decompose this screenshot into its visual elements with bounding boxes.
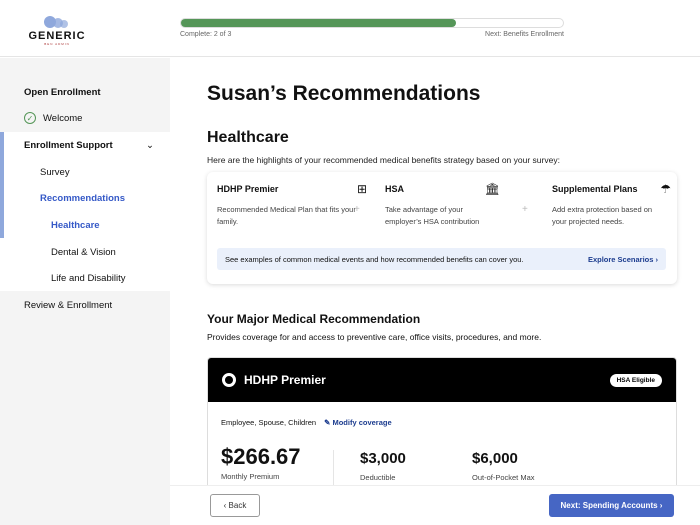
coverage-row: Employee, Spouse, Children ✎ Modify cover… (221, 418, 392, 427)
intro-text: Here are the highlights of your recommen… (207, 155, 560, 165)
section-title: Healthcare (207, 129, 289, 146)
button-label: Back (228, 501, 247, 510)
label: Survey (40, 166, 70, 178)
chevron-left-icon: ‹ (223, 501, 227, 510)
button-label: Next: Spending Accounts (560, 501, 658, 510)
highlight-desc: Add extra protection based on your proje… (552, 205, 653, 226)
highlights-card: HDHP Premier ⊞ Recommended Medical Plan th… (207, 172, 677, 284)
sidebar-item-survey[interactable]: Survey (40, 159, 210, 186)
plus-icon: + (354, 204, 360, 215)
umbrella-icon: ☂ (660, 182, 671, 196)
highlight-supplemental: Supplemental Plans ☂ Add extra protection … (552, 182, 671, 228)
plan-header: HDHP Premier HSA Eligible (208, 358, 676, 402)
label: Recommendations (40, 192, 125, 204)
plan-card: HDHP Premier HSA Eligible Employee, Spous… (207, 357, 677, 485)
sidebar-item-open-enrollment[interactable]: Open Enrollment (24, 79, 194, 106)
main-content: Susan’s Recommendations Healthcare Here … (170, 58, 700, 485)
monthly-premium: $266.67 Monthly Premium (221, 444, 301, 481)
radio-icon[interactable] (222, 373, 236, 387)
deductible: $3,000 Deductible (360, 450, 406, 482)
plus-icon: + (522, 204, 528, 215)
logo-tagline: BEN ADMIN (44, 42, 70, 46)
chevron-down-icon[interactable]: ⌄ (146, 139, 154, 151)
banner-text: See examples of common medical events an… (225, 254, 524, 264)
explore-scenarios-link[interactable]: Explore Scenarios › (588, 255, 658, 264)
major-medical-title: Your Major Medical Recommendation (207, 312, 421, 326)
highlight-desc: Recommended Medical Plan that fits your … (217, 205, 356, 226)
sidebar-item-healthcare[interactable]: Healthcare (51, 212, 221, 239)
amount-value: $3,000 (360, 450, 406, 467)
logo-text: GENERIC (28, 30, 86, 42)
sidebar-item-welcome[interactable]: ✓ Welcome (24, 105, 194, 132)
progress-next: Next: Benefits Enrollment (485, 31, 564, 38)
bank-icon: 🏛 (484, 182, 500, 196)
logo[interactable]: GENERIC BEN ADMIN (28, 14, 86, 46)
sidebar: Open Enrollment ✓ Welcome Enrollment Supp… (0, 58, 170, 525)
chevron-right-icon: › (659, 501, 663, 510)
modify-coverage-link[interactable]: ✎ Modify coverage (324, 418, 392, 427)
progress-bar (180, 18, 564, 28)
highlight-title: HDHP Premier (217, 184, 279, 194)
header: GENERIC BEN ADMIN Complete: 2 of 3 Next:… (0, 0, 700, 57)
next-button[interactable]: Next: Spending Accounts › (549, 494, 674, 517)
amount-value: $266.67 (221, 444, 301, 469)
link-label: Modify coverage (332, 418, 392, 427)
sidebar-item-enrollment-support[interactable]: Enrollment Support ⌄ (24, 132, 170, 159)
highlight-title: HSA (385, 184, 405, 194)
label: Welcome (43, 112, 83, 124)
logo-mark (28, 14, 86, 30)
sidebar-item-review-enrollment[interactable]: Review & Enrollment (24, 292, 194, 319)
sidebar-item-recommendations[interactable]: Recommendations (40, 185, 210, 212)
link-label: Explore Scenarios (587, 254, 654, 264)
progress-fill (181, 19, 457, 27)
footer: ‹ Back Next: Spending Accounts › (170, 485, 700, 525)
highlight-title: Supplemental Plans (552, 184, 638, 194)
coverage-text: Employee, Spouse, Children (221, 418, 317, 427)
label: Enrollment Support (24, 139, 113, 151)
plan-name: HDHP Premier (244, 373, 326, 387)
amount-value: $6,000 (472, 450, 518, 467)
label: Dental & Vision (51, 246, 116, 258)
active-indicator (0, 132, 4, 238)
progress-label: Complete: 2 of 3 (180, 31, 232, 38)
hsa-eligible-badge: HSA Eligible (609, 373, 662, 387)
amount-label: Monthly Premium (221, 472, 280, 481)
label: Open Enrollment (24, 86, 101, 98)
pencil-icon: ✎ (324, 418, 331, 427)
sidebar-section-bg (0, 132, 170, 291)
page-title: Susan’s Recommendations (207, 82, 481, 105)
label: Healthcare (51, 219, 100, 231)
highlight-hsa: HSA 🏛 Take advantage of your employer’s HS… (385, 182, 500, 228)
chevron-right-icon: › (655, 254, 659, 264)
major-medical-desc: Provides coverage for and access to prev… (207, 332, 542, 342)
highlight-hdhp: HDHP Premier ⊞ Recommended Medical Plan th… (217, 182, 367, 228)
amount-label: Deductible (360, 473, 396, 482)
check-circle-icon: ✓ (24, 112, 36, 125)
out-of-pocket-max: $6,000 Out-of-Pocket Max (472, 450, 535, 482)
label: Review & Enrollment (24, 299, 113, 311)
back-button[interactable]: ‹ Back (210, 494, 260, 517)
medical-kit-icon: ⊞ (356, 182, 367, 196)
scenarios-banner: See examples of common medical events an… (217, 248, 666, 270)
sidebar-item-life-disability[interactable]: Life and Disability (51, 265, 221, 292)
highlight-desc: Take advantage of your employer’s HSA co… (385, 205, 480, 226)
sidebar-item-dental-vision[interactable]: Dental & Vision (51, 239, 221, 266)
divider (333, 450, 334, 485)
label: Life and Disability (51, 272, 126, 284)
amount-label: Out-of-Pocket Max (472, 473, 535, 482)
